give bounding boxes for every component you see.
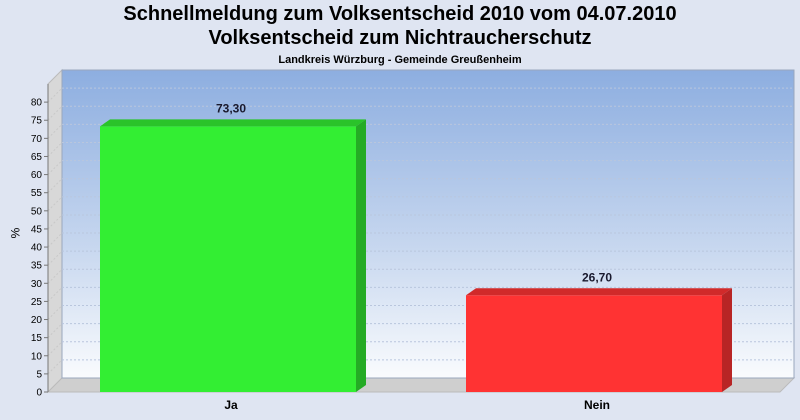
bar-side-nein xyxy=(722,288,732,392)
x-tick-label-nein: Nein xyxy=(584,398,610,412)
grid-line xyxy=(47,268,63,284)
y-tick-label: 60 xyxy=(31,170,43,181)
grid-line xyxy=(47,287,63,302)
value-label-nein: 26,70 xyxy=(582,270,612,284)
grid-line xyxy=(47,105,63,121)
bars xyxy=(100,119,732,392)
grid-line xyxy=(47,123,63,139)
bar-top-nein xyxy=(466,288,732,296)
grid-line xyxy=(47,87,63,103)
y-tick-label: 65 xyxy=(31,152,43,163)
grid-line xyxy=(47,305,63,320)
bar-side-ja xyxy=(356,119,366,392)
y-axis: 0 5 10 15 20 25 30 35 40 45 50 55 60 65 70 75 80 xyxy=(31,84,49,399)
grid-line xyxy=(47,142,63,157)
x-tick-label-ja: Ja xyxy=(224,398,238,412)
bar-ja xyxy=(100,126,356,392)
bar-nein xyxy=(466,295,722,392)
plot-border xyxy=(61,69,795,379)
y-tick-label: 30 xyxy=(31,279,43,290)
grid-line xyxy=(47,359,63,375)
y-tick-label: 10 xyxy=(31,351,43,362)
y-tick-label: 75 xyxy=(31,116,43,127)
y-tick-label: 35 xyxy=(31,261,43,272)
grid-line xyxy=(47,232,63,248)
y-tick-label: 80 xyxy=(31,98,43,109)
grid-line xyxy=(47,250,63,266)
chart-title-line2: Volksentscheid zum Nichtraucherschutz xyxy=(208,27,592,49)
y-tick-label: 40 xyxy=(31,243,43,254)
chart-subtitle: Landkreis Würzburg - Gemeinde Greußenhei… xyxy=(278,54,522,66)
bar-top-ja xyxy=(100,119,366,127)
y-tick-label: 5 xyxy=(36,369,42,380)
chart-title: Schnellmeldung zum Volksentscheid 2010 v… xyxy=(123,3,677,25)
grid-line xyxy=(47,341,63,357)
y-tick-label: 0 xyxy=(36,388,42,399)
value-label-ja: 73,30 xyxy=(216,101,246,115)
y-tick-label: 45 xyxy=(31,224,43,235)
grid-line xyxy=(47,160,63,175)
y-tick-label: 20 xyxy=(31,315,43,326)
grid-line xyxy=(47,178,63,194)
y-tick-label: 70 xyxy=(31,134,43,145)
grid-line xyxy=(47,214,63,230)
y-tick-label: 55 xyxy=(31,188,43,199)
y-tick-label: 50 xyxy=(31,206,43,217)
labels: 73,30 Ja 26,70 Nein xyxy=(216,101,612,412)
grid-line xyxy=(47,323,63,339)
grid-line xyxy=(47,196,63,212)
y-tick-label: 25 xyxy=(31,297,43,308)
y-tick-label: 15 xyxy=(31,333,43,344)
